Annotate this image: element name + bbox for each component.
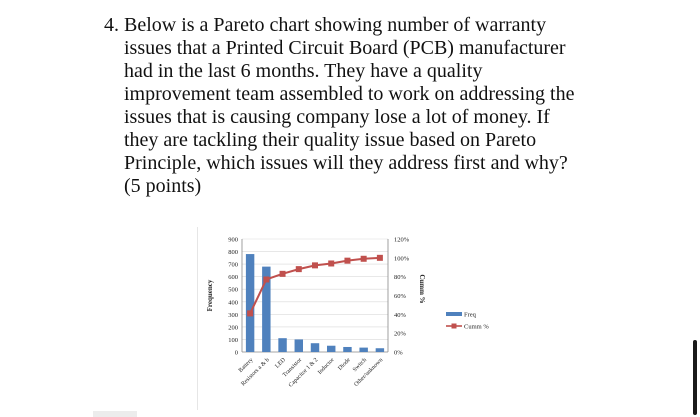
cumulative-point	[247, 310, 254, 317]
legend-label: Freq	[464, 312, 477, 319]
bar	[278, 338, 287, 352]
cumulative-point	[360, 255, 367, 262]
cumulative-point	[279, 270, 286, 277]
question-line: (5 points)	[124, 175, 202, 197]
bar	[262, 266, 271, 352]
cumulative-point	[263, 276, 270, 283]
y-tick-label: 700	[228, 262, 238, 269]
bar	[310, 343, 320, 352]
question-line: had in the last 6 months. They have a qu…	[124, 60, 483, 82]
cumulative-point	[312, 262, 318, 269]
y-tick-label: 800	[228, 249, 238, 256]
cumulative-point	[376, 254, 383, 261]
y2-tick-label: 80%	[394, 274, 407, 281]
y-tick-label: 600	[228, 274, 238, 281]
y2-tick-label: 60%	[394, 293, 407, 300]
y2-tick-label: 100%	[394, 255, 410, 262]
question-line: Below is a Pareto chart showing number o…	[124, 14, 547, 36]
x-tick-label: Inductor	[317, 357, 336, 376]
page-edge-strip	[93, 411, 137, 417]
bar	[294, 339, 303, 352]
legend-marker	[451, 323, 457, 329]
question-text: 4. Below is a Pareto chart showing numbe…	[104, 14, 614, 198]
y-tick-label: 100	[228, 337, 238, 344]
cumulative-point	[328, 260, 335, 267]
y2-tick-label: 40%	[394, 312, 407, 319]
question-number: 4.	[104, 14, 119, 36]
question-body: Below is a Pareto chart showing number o…	[124, 14, 614, 198]
y-tick-label: 400	[228, 299, 238, 306]
question-line: issues that is causing company lose a lo…	[124, 106, 550, 128]
y-tick-label: 0	[235, 350, 238, 357]
legend-label: Cumm %	[464, 324, 489, 331]
bar	[359, 347, 368, 352]
x-tick-label: LED	[274, 357, 287, 370]
y-tick-label: 500	[228, 287, 238, 294]
x-tick-label: Diode	[337, 357, 352, 372]
y2-tick-label: 0%	[394, 350, 403, 357]
scrollbar[interactable]	[693, 340, 697, 415]
x-tick-label: Capacitor 1 & 2	[288, 357, 319, 388]
pareto-chart: 0 100 200 300 400 500 600 700 800 900 0% 20% 40% 60% 8…	[197, 227, 511, 410]
pareto-chart-svg: 0 100 200 300 400 500 600 700 800 900 0% 20% 40% 60% 8…	[206, 237, 489, 389]
cumulative-point	[295, 266, 302, 273]
y-tick-label: 300	[228, 312, 238, 319]
cumulative-point	[344, 257, 351, 264]
y-axis-title: Frequency	[206, 279, 214, 311]
question-line: issues that a Printed Circuit Board (PCB…	[124, 37, 566, 59]
y2-tick-label: 120%	[394, 237, 410, 244]
question-line: Principle, which issues will they addres…	[124, 152, 568, 174]
question-line: they are tackling their quality issue ba…	[124, 129, 537, 151]
bar	[343, 346, 352, 352]
bar	[327, 345, 336, 352]
y2-tick-label: 20%	[394, 331, 407, 338]
question-line: improvement team assembled to work on ad…	[124, 83, 575, 105]
bar	[245, 254, 255, 352]
y-tick-label: 200	[228, 324, 238, 331]
y-tick-label: 900	[228, 237, 238, 244]
bar	[375, 348, 385, 352]
y2-axis-title: Cumm %	[418, 274, 426, 303]
